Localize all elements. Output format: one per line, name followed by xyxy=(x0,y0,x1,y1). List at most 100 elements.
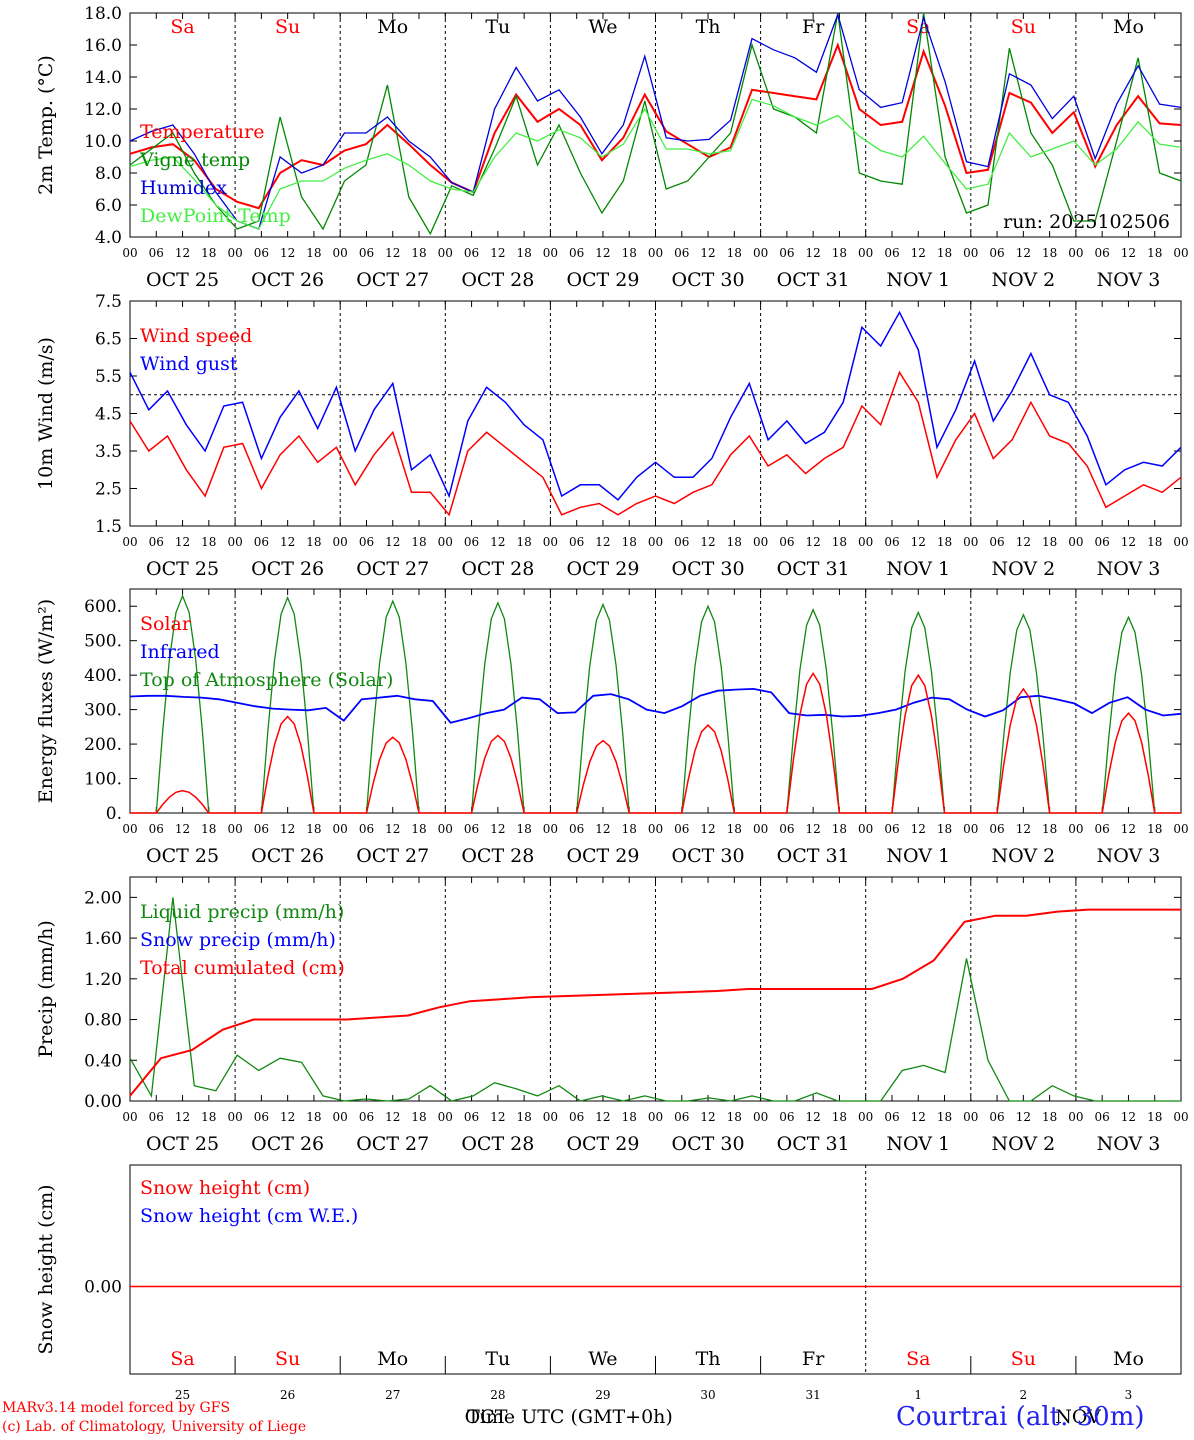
hour-tick-label: 06 xyxy=(359,246,374,260)
hour-tick-label: 12 xyxy=(1121,535,1136,549)
day-abbr: Mo xyxy=(1113,16,1144,38)
y-tick-label: 600. xyxy=(84,597,122,617)
hour-tick-label: 12 xyxy=(700,535,715,549)
date-label: NOV 1 xyxy=(886,558,950,580)
day-abbr: Mo xyxy=(1113,1348,1144,1370)
hour-tick-label: 18 xyxy=(727,535,742,549)
day-abbr: Th xyxy=(696,16,721,38)
hour-tick-label: 18 xyxy=(937,246,952,260)
hour-tick-label: 18 xyxy=(516,246,531,260)
hour-tick-label: 00 xyxy=(543,822,558,836)
date-label: OCT 30 xyxy=(672,845,745,867)
hour-tick-label: 00 xyxy=(1173,535,1188,549)
day-abbr: Th xyxy=(696,1348,721,1370)
y-tick-label: 18.0 xyxy=(84,4,122,24)
date-label: OCT 28 xyxy=(461,558,534,580)
hour-tick-label: 12 xyxy=(490,535,505,549)
date-label: OCT 29 xyxy=(566,1133,639,1155)
y-tick-label: 10.0 xyxy=(84,132,122,152)
hour-tick-label: 18 xyxy=(832,246,847,260)
hour-tick-label: 06 xyxy=(779,822,794,836)
y-tick-label: 300. xyxy=(84,701,122,721)
run-annotation: run: 2025102506 xyxy=(1003,211,1170,233)
hour-tick-label: 06 xyxy=(464,246,479,260)
y-tick-label: 1.60 xyxy=(84,929,122,949)
hour-tick-label: 12 xyxy=(1121,246,1136,260)
date-label: OCT 26 xyxy=(251,269,324,291)
plot-frame xyxy=(129,588,1182,814)
hour-tick-label: 00 xyxy=(963,535,978,549)
date-label: OCT 29 xyxy=(566,845,639,867)
day-number: 28 xyxy=(490,1388,505,1402)
hour-tick-label: 06 xyxy=(884,822,899,836)
day-abbr: Sa xyxy=(170,16,194,38)
hour-tick-label: 18 xyxy=(201,246,216,260)
y-tick-label: 400. xyxy=(84,666,122,686)
legend-entry: Temperature xyxy=(140,121,264,143)
day-number: 30 xyxy=(700,1388,715,1402)
hour-tick-label: 18 xyxy=(516,535,531,549)
hour-tick-label: 00 xyxy=(543,246,558,260)
date-label: NOV 3 xyxy=(1097,558,1161,580)
hour-tick-label: 06 xyxy=(989,246,1004,260)
hour-tick-label: 06 xyxy=(569,822,584,836)
hour-tick-label: 12 xyxy=(595,535,610,549)
y-tick-label: 0.00 xyxy=(84,1092,122,1112)
legend-entry: Wind gust xyxy=(140,353,238,375)
y-tick-label: 0.00 xyxy=(84,1278,122,1298)
hour-tick-label: 06 xyxy=(674,822,689,836)
hour-tick-label: 06 xyxy=(254,822,269,836)
hour-tick-label: 12 xyxy=(385,822,400,836)
hour-tick-label: 12 xyxy=(700,246,715,260)
hour-tick-label: 12 xyxy=(1121,1110,1136,1124)
hour-tick-label: 06 xyxy=(464,822,479,836)
date-label: NOV 1 xyxy=(886,269,950,291)
hour-tick-label: 12 xyxy=(280,822,295,836)
hour-tick-label: 00 xyxy=(1173,246,1188,260)
series-line xyxy=(129,12,1182,230)
hour-tick-label: 18 xyxy=(622,822,637,836)
y-tick-label: 100. xyxy=(84,770,122,790)
hour-tick-label: 18 xyxy=(937,1110,952,1124)
y-axis-label: Energy fluxes (W/m²) xyxy=(35,599,57,803)
hour-tick-label: 06 xyxy=(359,535,374,549)
series-line xyxy=(129,687,1182,724)
hour-tick-label: 12 xyxy=(911,1110,926,1124)
hour-tick-label: 12 xyxy=(1016,1110,1031,1124)
hour-tick-label: 12 xyxy=(595,246,610,260)
y-tick-label: 14.0 xyxy=(84,68,122,88)
hour-tick-label: 00 xyxy=(438,822,453,836)
hour-tick-label: 06 xyxy=(779,1110,794,1124)
y-tick-label: 5.5 xyxy=(95,367,122,387)
date-label: OCT 27 xyxy=(356,269,429,291)
series-line xyxy=(129,98,1182,230)
hour-tick-label: 18 xyxy=(1147,246,1162,260)
hour-tick-label: 12 xyxy=(806,535,821,549)
hour-tick-label: 06 xyxy=(1095,1110,1110,1124)
date-label: NOV 2 xyxy=(991,269,1055,291)
hour-tick-label: 00 xyxy=(1173,822,1188,836)
hour-tick-label: 06 xyxy=(779,246,794,260)
hour-tick-label: 00 xyxy=(227,1110,242,1124)
hour-tick-label: 18 xyxy=(306,1110,321,1124)
hour-tick-label: 18 xyxy=(306,535,321,549)
hour-tick-label: 18 xyxy=(1042,535,1057,549)
hour-tick-label: 12 xyxy=(1121,822,1136,836)
hour-tick-label: 06 xyxy=(884,535,899,549)
legend-entry: Vigne temp xyxy=(139,149,250,171)
y-tick-label: 0. xyxy=(106,804,122,824)
day-abbr: Mo xyxy=(377,1348,408,1370)
hour-tick-label: 18 xyxy=(937,822,952,836)
day-number: 3 xyxy=(1125,1388,1133,1402)
hour-tick-label: 12 xyxy=(490,822,505,836)
hour-tick-label: 06 xyxy=(1095,535,1110,549)
series-line xyxy=(130,671,1181,814)
hour-tick-label: 12 xyxy=(490,1110,505,1124)
legend-entry: Infrared xyxy=(140,641,220,663)
day-number: 25 xyxy=(175,1388,190,1402)
hour-tick-label: 18 xyxy=(622,535,637,549)
date-label: OCT 26 xyxy=(251,845,324,867)
hour-tick-label: 00 xyxy=(963,822,978,836)
y-tick-label: 4.0 xyxy=(95,228,122,248)
date-label: NOV 2 xyxy=(991,1133,1055,1155)
